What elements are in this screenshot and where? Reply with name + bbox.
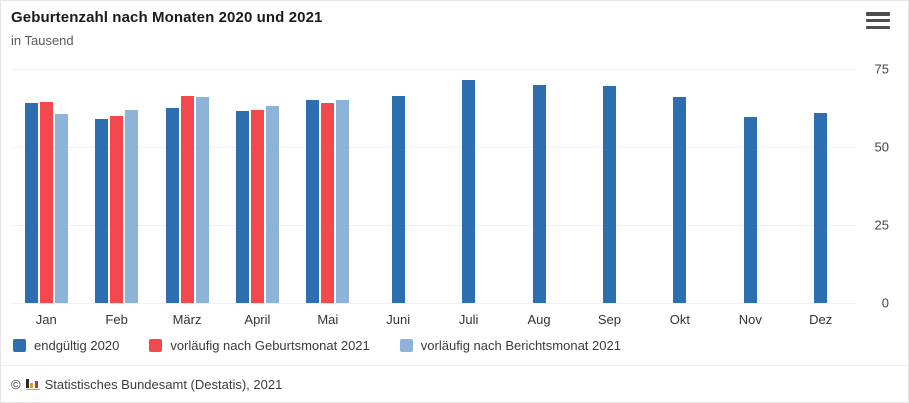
chart-legend: endgültig 2020 vorläufig nach Geburtsmona… — [13, 338, 621, 353]
bar[interactable] — [321, 103, 335, 303]
x-tick-label-Sep: Sep — [597, 312, 622, 327]
x-tick-label-Jan: Jan — [35, 312, 57, 327]
legend-label: endgültig 2020 — [34, 338, 120, 353]
source-note: © Statistisches Bundesamt (Destatis), 20… — [11, 377, 282, 392]
x-tick-label-Dez: Dez — [809, 312, 833, 327]
bar[interactable] — [743, 117, 757, 303]
bar[interactable] — [673, 97, 687, 303]
source-text: Statistisches Bundesamt (Destatis), 2021 — [44, 377, 283, 392]
x-tick-label-Mai: Mai — [317, 312, 339, 327]
month-group-Dez: Dez — [786, 69, 856, 329]
chart-subtitle: in Tausend — [11, 33, 74, 48]
footer-divider — [1, 365, 908, 366]
bar[interactable] — [110, 115, 124, 303]
bar[interactable] — [265, 106, 279, 303]
y-tick-label-25: 25 — [874, 217, 889, 233]
bar[interactable] — [306, 100, 320, 303]
gridline-75 — [11, 69, 856, 70]
y-tick-label-75: 75 — [874, 61, 889, 77]
bar-groups: Jan Feb März April Mai Juni Juli Aug Sep Okt Nov De… — [11, 69, 856, 329]
month-group-April: April — [222, 69, 292, 329]
month-group-März: März — [152, 69, 222, 329]
bars-März — [165, 69, 209, 303]
bar[interactable] — [462, 79, 476, 303]
bar-chart-plot: Jan Feb März April Mai Juni Juli Aug Sep Okt Nov De… — [11, 69, 856, 329]
x-tick-label-Aug: Aug — [527, 312, 551, 327]
y-axis-labels: 0 25 50 75 — [858, 62, 894, 311]
x-tick-label-Nov: Nov — [738, 312, 762, 327]
bars-April — [235, 69, 279, 303]
legend-item[interactable]: vorläufig nach Berichtsmonat 2021 — [399, 338, 621, 353]
month-group-Feb: Feb — [82, 69, 152, 329]
month-group-Juni: Juni — [363, 69, 433, 329]
gridline-0 — [11, 303, 856, 304]
bars-Feb — [95, 69, 139, 303]
legend-label: vorläufig nach Berichtsmonat 2021 — [420, 338, 621, 353]
x-tick-label-Juni: Juni — [386, 312, 411, 327]
bars-Aug — [532, 69, 546, 303]
bar[interactable] — [391, 95, 405, 303]
x-tick-label-Feb: Feb — [105, 312, 128, 327]
bar[interactable] — [39, 101, 53, 303]
bars-Nov — [743, 69, 757, 303]
bar[interactable] — [235, 111, 249, 303]
month-group-Juli: Juli — [434, 69, 504, 329]
bar[interactable] — [814, 112, 828, 303]
bar[interactable] — [532, 84, 546, 303]
x-tick-label-Okt: Okt — [669, 312, 690, 327]
x-tick-label-März: März — [172, 312, 202, 327]
bars-Juni — [391, 69, 405, 303]
bars-Sep — [602, 69, 616, 303]
chart-title: Geburtenzahl nach Monaten 2020 und 2021 — [11, 9, 323, 26]
bar[interactable] — [602, 86, 616, 303]
y-tick-label-50: 50 — [874, 139, 889, 155]
month-group-Sep: Sep — [574, 69, 644, 329]
x-tick-label-Juli: Juli — [458, 312, 479, 327]
copyright-symbol: © — [11, 377, 21, 392]
month-group-Okt: Okt — [645, 69, 715, 329]
hamburger-menu-icon[interactable] — [866, 11, 890, 30]
legend-item[interactable]: endgültig 2020 — [13, 338, 119, 353]
gridline-25 — [11, 225, 856, 226]
bar[interactable] — [95, 118, 109, 303]
bar[interactable] — [180, 95, 194, 303]
bar[interactable] — [195, 97, 209, 303]
legend-swatch-icon — [13, 339, 26, 352]
legend-label: vorläufig nach Geburtsmonat 2021 — [170, 338, 370, 353]
bar[interactable] — [54, 114, 68, 303]
bar[interactable] — [24, 103, 38, 303]
bars-Juli — [462, 69, 476, 303]
month-group-Mai: Mai — [293, 69, 363, 329]
month-group-Nov: Nov — [715, 69, 785, 329]
y-tick-label-0: 0 — [881, 295, 889, 311]
bars-Jan — [24, 69, 68, 303]
bar[interactable] — [165, 108, 179, 303]
chart-header: Geburtenzahl nach Monaten 2020 und 2021 … — [11, 9, 860, 48]
legend-swatch-icon — [399, 339, 413, 352]
legend-swatch-icon — [149, 339, 163, 352]
gridline-50 — [11, 147, 856, 148]
bar[interactable] — [250, 109, 264, 303]
bar[interactable] — [336, 100, 350, 303]
month-group-Aug: Aug — [504, 69, 574, 329]
bars-Okt — [673, 69, 687, 303]
bars-Mai — [306, 69, 350, 303]
legend-item[interactable]: vorläufig nach Geburtsmonat 2021 — [149, 338, 370, 353]
month-group-Jan: Jan — [11, 69, 81, 329]
bars-Dez — [814, 69, 828, 303]
destatis-bar-chart-logo-icon — [25, 378, 40, 391]
x-tick-label-April: April — [244, 312, 271, 327]
bar[interactable] — [125, 109, 139, 303]
